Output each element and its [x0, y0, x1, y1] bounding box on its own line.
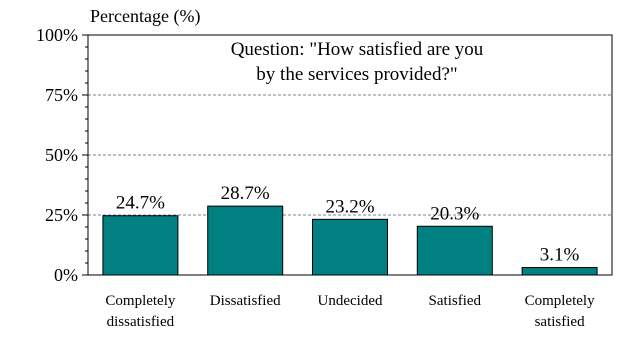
y-tick-label: 25% — [45, 205, 78, 225]
category-label-line: Completely — [105, 293, 175, 309]
category-label: Dissatisfied — [210, 293, 281, 309]
category-label-line: Satisfied — [429, 293, 482, 309]
category-label-line: Undecided — [318, 293, 383, 309]
category-label-line: dissatisfied — [107, 314, 175, 330]
category-label: Satisfied — [429, 293, 482, 309]
data-label: 28.7% — [221, 183, 270, 204]
y-tick-label: 50% — [45, 145, 78, 165]
bar — [521, 267, 598, 276]
y-tick-label: 75% — [45, 85, 78, 105]
bar — [312, 218, 388, 276]
bar — [416, 225, 493, 276]
y-axis-label: Percentage (%) — [90, 6, 200, 27]
data-label: 24.7% — [116, 193, 165, 214]
y-tick-label: 100% — [36, 25, 78, 45]
category-label-line: satisfied — [535, 314, 585, 330]
category-label: Undecided — [318, 293, 383, 309]
gridlines — [88, 94, 612, 216]
annotation-line: by the services provided?" — [256, 64, 457, 85]
y-tick-labels: 0% 25% 50% 75% 100% — [36, 25, 88, 285]
bar — [102, 215, 179, 276]
category-label: Completely satisfied — [525, 293, 595, 330]
category-labels: Completely dissatisfied Dissatisfied Undeci… — [105, 293, 595, 330]
bars: 24.7% 28.7% 23.2% 20.3% 3.1% — [102, 183, 598, 276]
y-tick-label: 0% — [54, 265, 78, 285]
category-label-line: Completely — [525, 293, 595, 309]
data-label: 3.1% — [540, 245, 580, 266]
data-label: 23.2% — [325, 196, 374, 217]
annotation-line: Question: "How satisfied are you — [231, 39, 484, 60]
category-label-line: Dissatisfied — [210, 293, 281, 309]
data-label: 20.3% — [430, 203, 479, 224]
category-label: Completely dissatisfied — [105, 293, 175, 330]
bar — [207, 205, 284, 276]
question-annotation: Question: "How satisfied are you by the s… — [231, 39, 484, 85]
